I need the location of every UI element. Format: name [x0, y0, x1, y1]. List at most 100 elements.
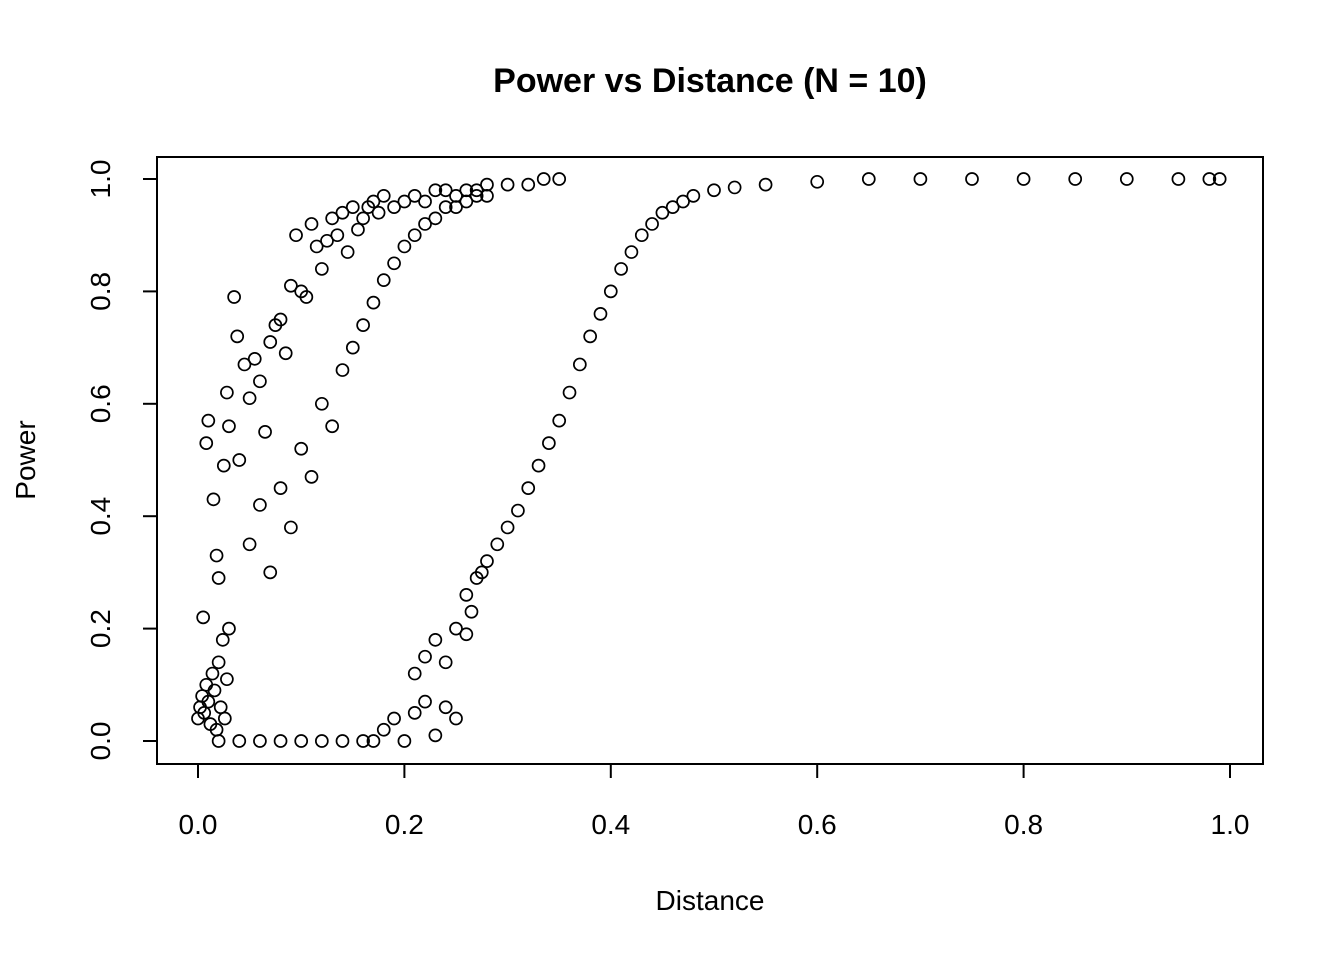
data-point [199, 677, 214, 692]
data-point [258, 425, 272, 439]
data-point [309, 239, 324, 254]
data-point [263, 335, 278, 349]
data-point [562, 385, 577, 400]
y-tick-label: 0.0 [85, 722, 116, 761]
x-tick-label: 0.6 [798, 809, 837, 840]
data-point [521, 177, 536, 192]
data-point [542, 436, 556, 450]
y-tick-label: 0.6 [85, 384, 116, 423]
data-point [299, 290, 314, 304]
data-point [469, 189, 484, 203]
data-point [222, 419, 236, 434]
data-point [707, 183, 721, 198]
x-tick-label: 0.2 [385, 809, 424, 840]
data-point [727, 180, 742, 195]
data-point [242, 537, 257, 552]
data-point [686, 189, 701, 203]
data-point [209, 548, 224, 563]
data-point [230, 329, 245, 344]
data-point [572, 357, 587, 372]
data-point [220, 672, 234, 687]
data-point [428, 183, 443, 198]
data-point [222, 621, 236, 636]
data-point [273, 481, 288, 495]
data-point [340, 245, 355, 259]
data-point [459, 588, 474, 602]
data-point [351, 222, 365, 237]
data-point [536, 172, 551, 186]
data-point [614, 262, 628, 276]
data-point [237, 357, 252, 372]
data-point [304, 470, 319, 484]
y-tick-label: 0.4 [85, 497, 116, 536]
data-point [242, 391, 257, 406]
data-point [356, 211, 370, 226]
data-point [247, 351, 262, 366]
data-point [552, 413, 567, 428]
data-point [480, 189, 494, 203]
data-point [397, 194, 412, 209]
data-point [205, 666, 220, 681]
data-point [387, 200, 401, 214]
data-point [320, 233, 334, 248]
data-point [273, 734, 288, 748]
data-point [500, 520, 515, 535]
data-point [521, 481, 536, 495]
data-point [480, 554, 494, 569]
data-point [335, 734, 350, 748]
data-point [500, 177, 515, 192]
data-point [330, 228, 345, 243]
data-point [624, 245, 639, 259]
data-point [428, 632, 443, 647]
data-point [474, 565, 489, 580]
data-point [459, 194, 474, 209]
y-tick-label: 0.2 [85, 609, 116, 648]
data-point [314, 262, 329, 276]
data-point [366, 734, 381, 748]
data-point [284, 520, 298, 535]
data-point [407, 189, 422, 203]
data-point [665, 200, 680, 214]
data-point [1068, 172, 1083, 186]
scatter-points [191, 172, 1227, 748]
data-point [645, 217, 659, 231]
y-axis: 0.0 0.2 0.4 0.6 0.8 1.0 [85, 160, 158, 761]
data-point [438, 700, 453, 715]
data-point [376, 189, 391, 203]
x-tick-label: 0.8 [1004, 809, 1043, 840]
data-point [418, 194, 432, 209]
data-point [366, 194, 381, 209]
data-point [397, 239, 412, 254]
data-point [449, 621, 463, 636]
data-point [407, 228, 422, 243]
data-point [469, 183, 484, 198]
chart-title: Power vs Distance (N = 10) [493, 62, 927, 100]
data-point [438, 655, 453, 670]
data-point [387, 711, 401, 726]
data-point [552, 172, 567, 186]
data-point [480, 177, 494, 192]
data-point [449, 711, 463, 726]
data-point [371, 205, 386, 220]
data-point [345, 200, 360, 214]
data-point [201, 413, 216, 428]
x-tick-label: 0.0 [179, 809, 218, 840]
data-point [758, 177, 773, 192]
data-point [253, 498, 267, 512]
data-point [1016, 172, 1031, 186]
data-point [1202, 172, 1217, 186]
data-point [1212, 172, 1227, 186]
data-point [294, 734, 309, 748]
data-point [676, 194, 690, 209]
data-point [376, 722, 391, 737]
x-tick-label: 1.0 [1211, 809, 1250, 840]
data-point [583, 329, 598, 344]
data-point [325, 419, 340, 434]
data-point [428, 211, 443, 226]
data-point [428, 728, 443, 743]
data-point [1171, 172, 1186, 186]
data-point [376, 273, 391, 288]
data-point [211, 571, 226, 585]
y-tick-label: 1.0 [85, 160, 116, 199]
data-point [211, 734, 226, 748]
